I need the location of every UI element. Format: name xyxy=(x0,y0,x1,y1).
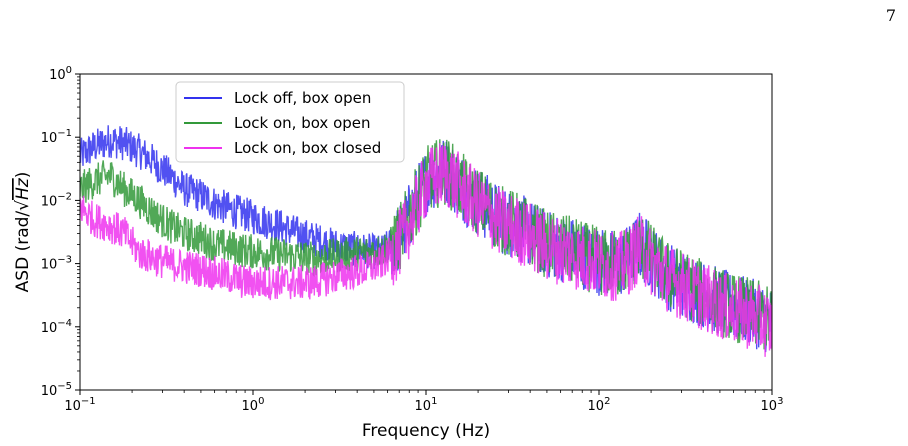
series-line-3 xyxy=(80,143,772,357)
page-number: 7 xyxy=(885,6,896,25)
svg-text:ASD (rad/√Hz): ASD (rad/√Hz) xyxy=(13,172,33,293)
legend-label-1: Lock off, box open xyxy=(234,89,371,107)
x-tick-label-2: 101 xyxy=(415,396,438,414)
x-axis-label: Frequency (Hz) xyxy=(362,421,490,441)
series-line-1 xyxy=(80,125,772,353)
y-axis-ticks: 10−5 10−4 10−3 10−2 10−1 100 xyxy=(41,65,80,399)
y-axis-label-sqrt-term: Hz xyxy=(13,177,33,200)
legend-label-2: Lock on, box open xyxy=(234,114,371,132)
y-tick-label-1: 10−4 xyxy=(41,318,72,336)
x-axis-ticks: 10−1 100 101 102 103 xyxy=(64,390,783,414)
series-layer xyxy=(80,125,772,357)
y-tick-label-4: 10−1 xyxy=(41,128,72,146)
y-axis-label: ASD (rad/√Hz) xyxy=(13,172,33,293)
x-tick-label-0: 10−1 xyxy=(64,396,95,414)
y-tick-label-2: 10−3 xyxy=(41,255,72,273)
y-axis-label-suffix: ) xyxy=(13,172,33,179)
y-tick-label-5: 100 xyxy=(49,65,72,83)
y-tick-label-0: 10−5 xyxy=(41,381,72,399)
legend-frame xyxy=(175,81,405,163)
x-tick-label-4: 103 xyxy=(761,396,784,414)
y-axis-label-prefix: ASD (rad/ xyxy=(13,211,33,293)
sqrt-sign: √ xyxy=(13,200,33,211)
legend-label-3: Lock on, box closed xyxy=(234,139,381,157)
x-tick-label-3: 102 xyxy=(588,396,611,414)
legend: Lock off, box open Lock on, box open Lock … xyxy=(175,81,405,163)
x-tick-label-1: 100 xyxy=(242,396,265,414)
series-line-2 xyxy=(80,139,772,350)
y-tick-label-3: 10−2 xyxy=(41,191,72,209)
